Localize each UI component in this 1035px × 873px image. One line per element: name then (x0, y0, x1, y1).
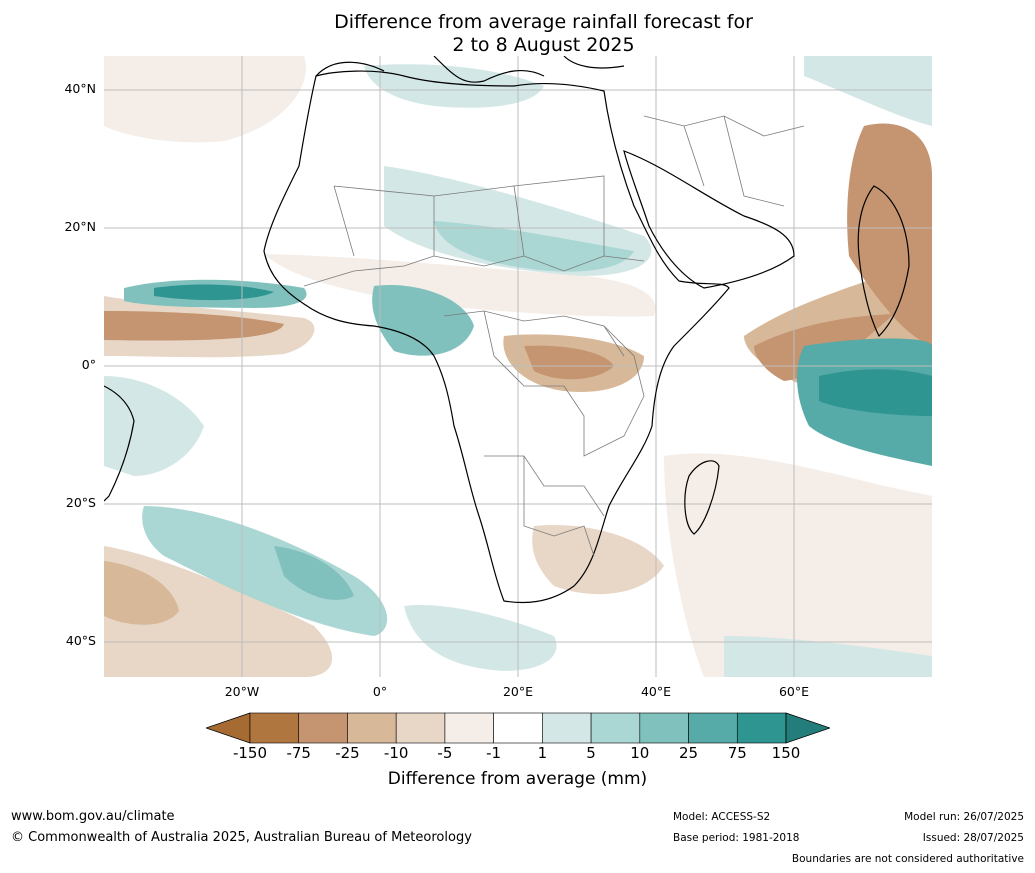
lon-label-60e: 60°E (778, 684, 810, 699)
lon-label-20w: 20°W (224, 684, 260, 699)
country-borders (303, 115, 805, 557)
colorbar-title: Difference from average (mm) (387, 769, 648, 789)
footer-boundaries-note: Boundaries are not considered authoritat… (791, 853, 1024, 865)
wet-south-atlantic (142, 506, 388, 636)
footer-base-period: Base period: 1981-2018 (673, 832, 800, 844)
colorbar-bin (736, 712, 787, 744)
footer-copyright: © Commonwealth of Australia 2025, Austra… (11, 830, 472, 845)
graticule (104, 56, 932, 677)
india-coastline (857, 185, 910, 338)
coastlines (104, 56, 910, 604)
south-america-coastline (104, 385, 135, 502)
madagascar-coastline (684, 460, 720, 535)
footer-model-run: Model run: 26/07/2025 (904, 811, 1024, 823)
colorbar-bin (298, 712, 348, 744)
arabian-peninsula-coastline (623, 150, 795, 289)
dry-indian-ocean (664, 453, 932, 677)
wet-south-tip (404, 605, 557, 671)
wet-chad-sudan (434, 221, 634, 272)
colorbar-segments (206, 712, 830, 744)
colorbar-bin (542, 712, 592, 744)
colorbar-tick-label: 150 (771, 744, 801, 762)
colorbar-extend-high (785, 712, 830, 744)
footer-model: Model: ACCESS-S2 (673, 811, 771, 823)
europe-coastline (315, 56, 625, 83)
dry-central-core (524, 345, 614, 380)
map-canvas (104, 56, 932, 677)
border-north-africa (333, 175, 605, 257)
colorbar-bin (347, 712, 397, 744)
wet-gulf-of-guinea (372, 285, 474, 356)
lon-label-20e: 20°E (502, 684, 534, 699)
colorbar-tick-label: 10 (630, 744, 650, 762)
dry-south-atlantic-core (104, 561, 179, 625)
colorbar-tick-label: 5 (586, 744, 596, 762)
lon-label-40e: 40°E (640, 684, 672, 699)
colorbar-tick-label: 75 (727, 744, 747, 762)
wet-west-south-atlantic (104, 376, 204, 476)
colorbar-tick-label: -10 (383, 744, 409, 762)
border-east-africa (563, 325, 645, 457)
colorbar-bin (493, 712, 543, 744)
rainfall-anomaly-map (104, 56, 932, 677)
dry-india (847, 123, 932, 346)
colorbar-extend-low (206, 712, 251, 744)
colorbar (206, 712, 830, 744)
wet-northeast (804, 56, 932, 126)
colorbar-bin (249, 712, 300, 744)
dry-sahel-band (264, 254, 656, 317)
wet-anomaly-regions (104, 56, 932, 677)
wet-east-indian-core (819, 369, 932, 416)
colorbar-tick-label: 25 (678, 744, 699, 762)
wet-far-south-indian (724, 636, 932, 677)
dry-south-atlantic (104, 546, 333, 677)
colorbar-tick-label: -150 (232, 744, 268, 762)
colorbar-bin (590, 712, 641, 744)
colorbar-bin (688, 712, 738, 744)
lat-label-40n: 40°N (64, 81, 96, 96)
colorbar-tick-label: -25 (335, 744, 360, 762)
colorbar-bin (639, 712, 689, 744)
border-west-africa (303, 255, 645, 287)
africa-coastline (263, 70, 730, 604)
wet-south-atlantic-core (274, 546, 354, 600)
wet-guinea-core (154, 284, 274, 301)
lat-label-20n: 20°N (64, 219, 96, 234)
colorbar-bin (395, 712, 446, 744)
map-title-line1: Difference from average rainfall forecas… (334, 11, 753, 33)
border-middle-east (643, 115, 805, 207)
colorbar-tick-label: -75 (286, 744, 311, 762)
map-title-line2: 2 to 8 August 2025 (452, 34, 635, 56)
lat-label-40s: 40°S (65, 633, 96, 648)
border-southern-africa (484, 455, 605, 557)
dry-atlantic-core (104, 311, 284, 341)
lat-label-20s: 20°S (65, 495, 96, 510)
colorbar-tick-label: 1 (537, 744, 548, 762)
dry-southern-africa (532, 525, 664, 595)
footer-issued: Issued: 28/07/2025 (922, 832, 1024, 844)
lat-label-0: 0° (81, 357, 96, 372)
colorbar-bin (444, 712, 494, 744)
lon-label-0: 0° (372, 684, 388, 699)
colorbar-tick-label: -5 (437, 744, 453, 762)
border-central-africa (443, 310, 625, 387)
dry-north-atlantic (104, 56, 306, 143)
footer-url[interactable]: www.bom.gov.au/climate (11, 809, 175, 824)
colorbar-tick-label: -1 (486, 744, 502, 762)
